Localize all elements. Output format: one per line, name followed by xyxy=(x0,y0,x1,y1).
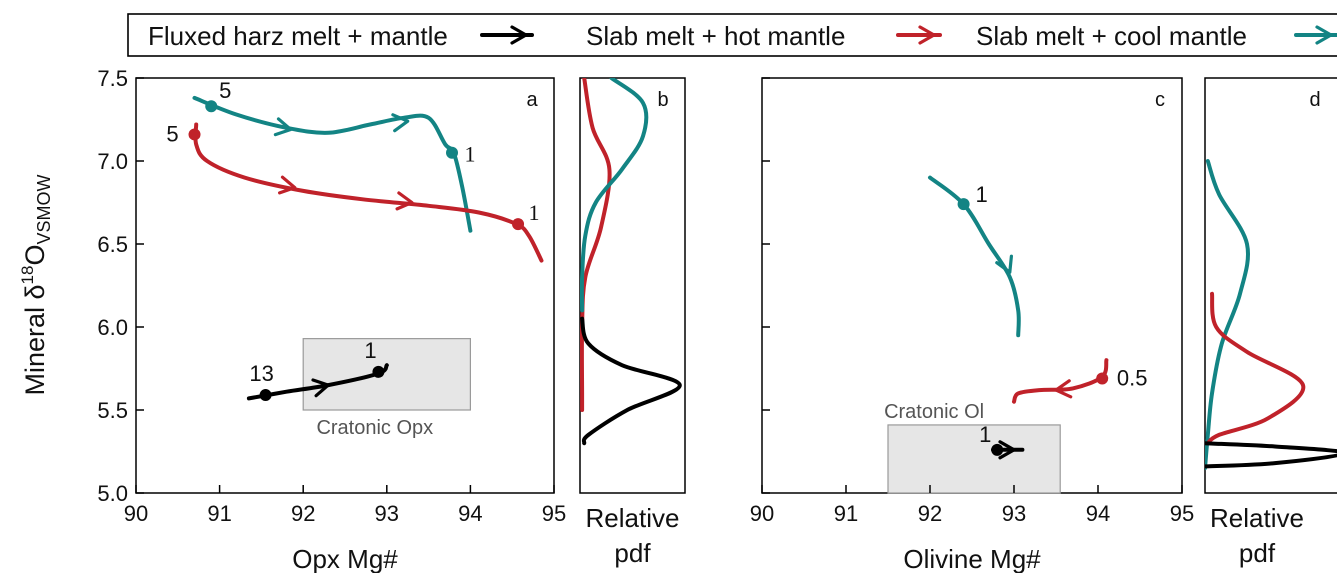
series-arrow-cool xyxy=(273,117,293,137)
panel-a-x-axis-label: Opx Mg# xyxy=(292,544,398,573)
series-marker-label: 1 xyxy=(975,182,987,207)
panel-c-shaded-region xyxy=(887,424,1061,494)
panel-d-frame xyxy=(1204,77,1337,494)
panel-a-shaded-region xyxy=(302,338,472,411)
x-tick-label: 94 xyxy=(1086,501,1110,526)
series-marker-label: 1 xyxy=(529,200,540,225)
series-arrow-fluxed xyxy=(311,378,330,398)
y-tick-label: 7.0 xyxy=(97,149,128,174)
y-tick-label: 6.5 xyxy=(97,232,128,257)
panel-b-letter: b xyxy=(657,89,668,111)
panel-c-region-label: Cratonic Ol xyxy=(884,401,984,423)
series-marker-cool xyxy=(957,198,970,211)
legend-arrow-hot xyxy=(918,25,936,45)
series-marker-hot xyxy=(1096,372,1109,385)
series-marker-hot xyxy=(512,218,525,231)
series-line-hot xyxy=(1205,291,1306,446)
y-tick-label: 7.5 xyxy=(97,66,128,91)
series-marker-label: 1 xyxy=(979,422,991,447)
series-line-cool xyxy=(928,175,1021,338)
series-marker-cool xyxy=(446,146,459,159)
panel-d-series-group xyxy=(1205,159,1337,471)
legend-symbol-cool xyxy=(1294,25,1337,45)
panel-d-x-axis-label-line1: Relative xyxy=(1210,503,1304,533)
legend-arrow-fluxed xyxy=(510,25,528,45)
panel-a-frame xyxy=(135,77,555,494)
legend-label-cool: Slab melt + cool mantle xyxy=(976,21,1247,51)
x-tick-label: 94 xyxy=(458,501,482,526)
panel-b-x-axis-label-line1: Relative xyxy=(586,503,680,533)
panel-a-region-label: Cratonic Opx xyxy=(316,417,433,439)
legend-symbol-fluxed xyxy=(480,25,534,45)
series-line-hot xyxy=(193,122,544,263)
series-line-hot xyxy=(580,78,612,412)
legend-label-hot: Slab melt + hot mantle xyxy=(586,21,845,51)
series-line-fluxed xyxy=(1205,441,1337,469)
series-arrow-hot xyxy=(278,175,297,195)
series-arrow-cool xyxy=(391,113,410,133)
legend-arrow-cool xyxy=(1315,25,1333,45)
series-marker-label: 5 xyxy=(166,121,178,146)
x-tick-label: 93 xyxy=(375,501,399,526)
legend-frame xyxy=(127,13,1337,57)
x-tick-label: 91 xyxy=(207,501,231,526)
panel-b-x-axis-label-line2: pdf xyxy=(614,538,651,568)
x-tick-label: 91 xyxy=(834,501,858,526)
panel-c: c Cratonic Ol 90 91 92 93 94 95 Olivine Mg# 1 0.5 1 xyxy=(750,77,1194,573)
legend: Fluxed harz melt + mantle Slab melt + ho… xyxy=(127,13,1337,57)
series-line-cool xyxy=(580,78,649,313)
panel-c-x-axis-label: Olivine Mg# xyxy=(903,544,1041,573)
legend-label-fluxed: Fluxed harz melt + mantle xyxy=(148,21,448,51)
x-tick-label: 93 xyxy=(1002,501,1026,526)
panel-d: d Relative pdf xyxy=(1204,77,1337,568)
panel-c-letter: c xyxy=(1155,89,1165,111)
y-axis-label: Mineral δ18OVSMOW xyxy=(18,174,54,395)
series-arrow-hot xyxy=(1054,379,1073,399)
panel-b: b Relative pdf xyxy=(579,77,686,568)
panel-b-series-group xyxy=(580,78,682,446)
y-tick-label: 5.5 xyxy=(97,398,128,423)
series-line-cool xyxy=(1205,159,1250,471)
series-marker-label: 0.5 xyxy=(1117,365,1148,390)
series-marker-label: 13 xyxy=(249,361,273,386)
series-arrow-cool xyxy=(995,254,1013,274)
x-tick-label: 92 xyxy=(918,501,942,526)
series-marker-fluxed xyxy=(372,365,385,378)
series-marker-hot xyxy=(188,128,201,141)
series-marker-fluxed xyxy=(259,389,272,402)
x-tick-label: 92 xyxy=(291,501,315,526)
x-tick-label: 95 xyxy=(1170,501,1194,526)
series-line-hot xyxy=(1012,358,1109,404)
series-marker-label: 1 xyxy=(465,142,476,167)
panel-a: a Cratonic Opx 5.0 5.5 6.0 6.5 7.0 7.5 90 91 92 93 9… xyxy=(97,66,566,573)
series-marker-label: 1 xyxy=(364,338,376,363)
x-tick-label: 90 xyxy=(124,501,148,526)
series-marker-label: 5 xyxy=(219,78,231,103)
y-tick-label: 5.0 xyxy=(97,481,128,506)
panel-d-x-axis-label-line2: pdf xyxy=(1239,538,1276,568)
legend-symbol-hot xyxy=(896,25,942,45)
y-tick-label: 6.0 xyxy=(97,315,128,340)
x-tick-label: 95 xyxy=(542,501,566,526)
series-line-fluxed xyxy=(580,316,682,446)
series-line-cool xyxy=(192,95,473,233)
panel-d-letter: d xyxy=(1309,89,1320,111)
series-arrow-fluxed xyxy=(998,440,1016,460)
panel-a-letter: a xyxy=(526,89,538,111)
series-marker-fluxed xyxy=(991,443,1004,456)
series-marker-cool xyxy=(205,100,218,113)
series-arrow-hot xyxy=(395,191,414,211)
x-tick-label: 90 xyxy=(750,501,774,526)
